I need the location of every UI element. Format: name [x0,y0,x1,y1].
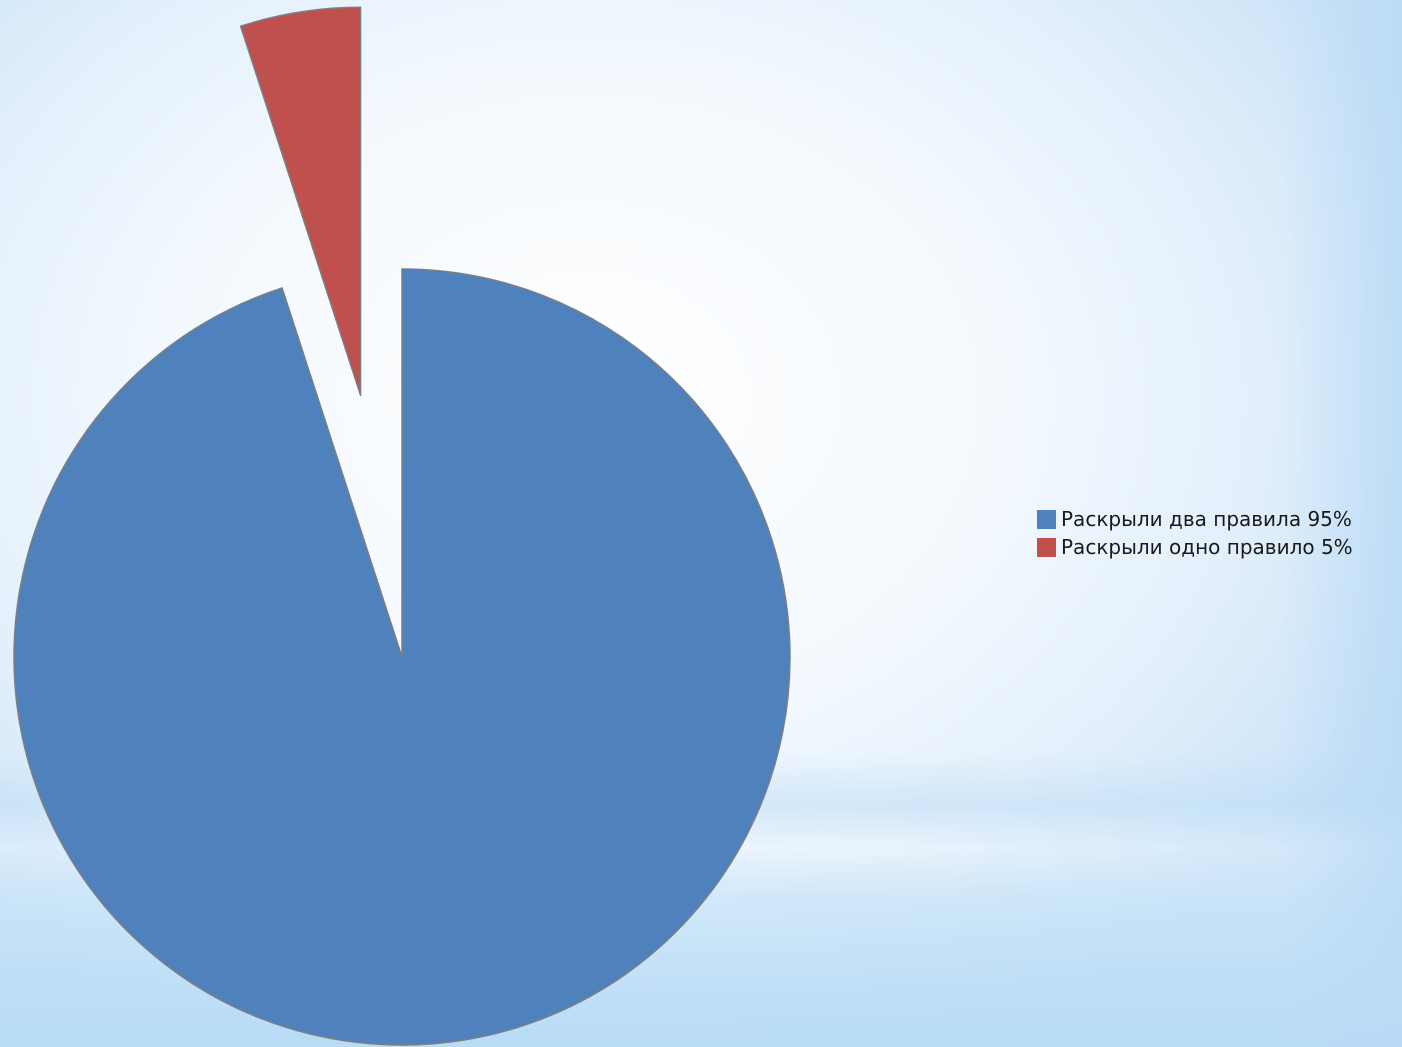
legend-swatch-red [1037,537,1056,557]
pie-slice-one-rule [239,6,362,397]
chart-legend: Раскрыли два правила 95% Раскрыли одно п… [1037,505,1353,561]
pie-slice-two-rules [13,268,791,1046]
legend-item-one-rule: Раскрыли одно правило 5% [1037,533,1353,561]
background-glow [1282,0,1402,1047]
legend-label: Раскрыли два правила 95% [1061,507,1352,531]
legend-item-two-rules: Раскрыли два правила 95% [1037,505,1353,533]
legend-label: Раскрыли одно правило 5% [1061,535,1353,559]
legend-swatch-blue [1037,509,1056,529]
